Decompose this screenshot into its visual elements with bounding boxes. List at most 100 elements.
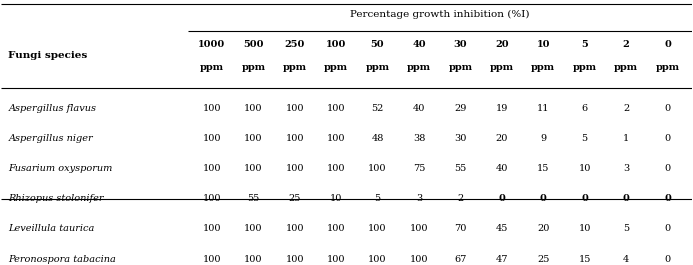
Text: Aspergillus niger: Aspergillus niger	[8, 134, 93, 143]
Text: 52: 52	[371, 104, 384, 113]
Text: 1000: 1000	[198, 40, 225, 49]
Text: 0: 0	[622, 194, 629, 203]
Text: 100: 100	[244, 224, 263, 233]
Text: 100: 100	[327, 164, 345, 173]
Text: 15: 15	[579, 254, 591, 263]
Text: 100: 100	[327, 104, 345, 113]
Text: 100: 100	[327, 254, 345, 263]
Text: 75: 75	[413, 164, 426, 173]
Text: 55: 55	[455, 164, 466, 173]
Text: 19: 19	[495, 104, 508, 113]
Text: 5: 5	[581, 40, 588, 49]
Text: 3: 3	[416, 194, 422, 203]
Text: 100: 100	[368, 164, 387, 173]
Text: 0: 0	[540, 194, 547, 203]
Text: ppm: ppm	[614, 63, 638, 72]
Text: Fusarium oxysporum: Fusarium oxysporum	[8, 164, 113, 173]
Text: 10: 10	[579, 164, 591, 173]
Text: 10: 10	[536, 40, 550, 49]
Text: 100: 100	[327, 224, 345, 233]
Text: 5: 5	[374, 194, 380, 203]
Text: 100: 100	[202, 194, 221, 203]
Text: 500: 500	[243, 40, 263, 49]
Text: 100: 100	[202, 134, 221, 143]
Text: ppm: ppm	[490, 63, 514, 72]
Text: 4: 4	[623, 254, 629, 263]
Text: 100: 100	[286, 224, 304, 233]
Text: 38: 38	[413, 134, 426, 143]
Text: 100: 100	[244, 134, 263, 143]
Text: Fungi species: Fungi species	[8, 51, 87, 60]
Text: 3: 3	[623, 164, 629, 173]
Text: 20: 20	[537, 224, 550, 233]
Text: 2: 2	[623, 40, 629, 49]
Text: Leveillula taurica: Leveillula taurica	[8, 224, 95, 233]
Text: 100: 100	[202, 104, 221, 113]
Text: 20: 20	[495, 40, 509, 49]
Text: 1: 1	[623, 134, 629, 143]
Text: 0: 0	[665, 254, 671, 263]
Text: 10: 10	[579, 224, 591, 233]
Text: 6: 6	[581, 104, 588, 113]
Text: 45: 45	[495, 224, 508, 233]
Text: ppm: ppm	[407, 63, 431, 72]
Text: 100: 100	[286, 134, 304, 143]
Text: ppm: ppm	[200, 63, 224, 72]
Text: Rhizopus stolonifer: Rhizopus stolonifer	[8, 194, 104, 203]
Text: 100: 100	[244, 104, 263, 113]
Text: 47: 47	[495, 254, 508, 263]
Text: 11: 11	[537, 104, 550, 113]
Text: 50: 50	[371, 40, 385, 49]
Text: 100: 100	[326, 40, 346, 49]
Text: 0: 0	[665, 164, 671, 173]
Text: 25: 25	[288, 194, 301, 203]
Text: 0: 0	[665, 104, 671, 113]
Text: 5: 5	[623, 224, 629, 233]
Text: 100: 100	[410, 224, 428, 233]
Text: 100: 100	[286, 164, 304, 173]
Text: 100: 100	[286, 104, 304, 113]
Text: 10: 10	[330, 194, 342, 203]
Text: 29: 29	[454, 104, 466, 113]
Text: 0: 0	[664, 40, 671, 49]
Text: 67: 67	[454, 254, 466, 263]
Text: ppm: ppm	[241, 63, 265, 72]
Text: 9: 9	[540, 134, 546, 143]
Text: ppm: ppm	[656, 63, 680, 72]
Text: 40: 40	[413, 104, 426, 113]
Text: 25: 25	[537, 254, 550, 263]
Text: 5: 5	[581, 134, 588, 143]
Text: 70: 70	[454, 224, 466, 233]
Text: 40: 40	[412, 40, 426, 49]
Text: Percentage growth inhibition (%I): Percentage growth inhibition (%I)	[350, 10, 529, 19]
Text: 100: 100	[327, 134, 345, 143]
Text: 30: 30	[454, 134, 466, 143]
Text: 100: 100	[202, 254, 221, 263]
Text: 0: 0	[581, 194, 588, 203]
Text: 15: 15	[537, 164, 550, 173]
Text: ppm: ppm	[324, 63, 348, 72]
Text: 55: 55	[247, 194, 259, 203]
Text: 30: 30	[454, 40, 467, 49]
Text: ppm: ppm	[283, 63, 307, 72]
Text: 100: 100	[368, 224, 387, 233]
Text: ppm: ppm	[531, 63, 555, 72]
Text: 100: 100	[202, 224, 221, 233]
Text: 0: 0	[664, 194, 671, 203]
Text: 100: 100	[368, 254, 387, 263]
Text: 0: 0	[665, 224, 671, 233]
Text: 40: 40	[495, 164, 508, 173]
Text: 100: 100	[286, 254, 304, 263]
Text: Peronospora tabacina: Peronospora tabacina	[8, 254, 116, 263]
Text: ppm: ppm	[572, 63, 597, 72]
Text: 100: 100	[244, 164, 263, 173]
Text: ppm: ppm	[365, 63, 389, 72]
Text: 20: 20	[495, 134, 508, 143]
Text: Aspergillus flavus: Aspergillus flavus	[8, 104, 96, 113]
Text: 0: 0	[665, 134, 671, 143]
Text: 2: 2	[457, 194, 464, 203]
Text: 100: 100	[202, 164, 221, 173]
Text: ppm: ppm	[448, 63, 473, 72]
Text: 0: 0	[498, 194, 505, 203]
Text: 100: 100	[410, 254, 428, 263]
